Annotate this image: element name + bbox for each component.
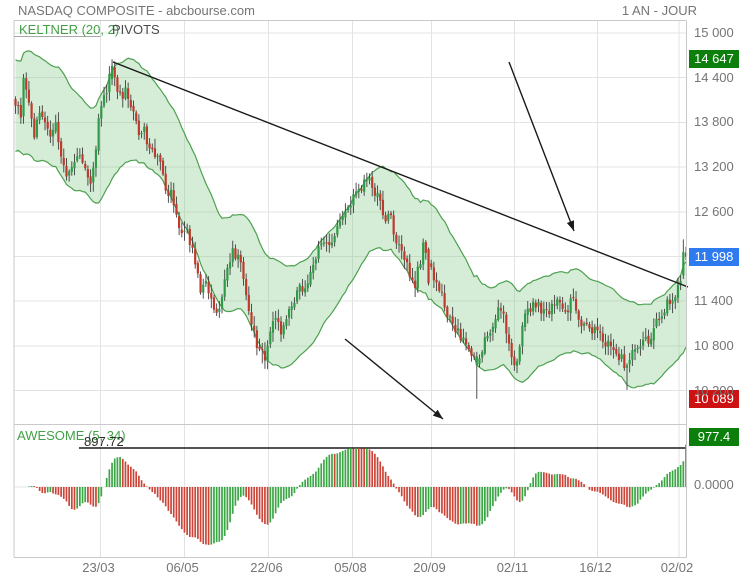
- keltner-band: [15, 50, 687, 389]
- awesome-histogram: [28, 444, 687, 545]
- panel-borders: [13, 20, 687, 558]
- legend-keltner-tab[interactable]: KELTNER (20, 2): [19, 22, 120, 37]
- price-axis-label: 13 200: [694, 159, 734, 175]
- period-selector[interactable]: 1 AN - JOUR: [621, 3, 697, 18]
- price-axis-label: 10 800: [694, 337, 734, 353]
- price-axis-label: 14 400: [694, 69, 734, 85]
- awesome-legend[interactable]: AWESOME (5, 34): [17, 428, 126, 443]
- ao-peak-value-label: 897.72: [84, 434, 124, 449]
- last-price-badge: 11 998: [689, 247, 739, 266]
- price-axis-label: 15 000: [694, 25, 734, 40]
- date-axis-label: 02/11: [496, 560, 529, 575]
- date-axis-label: 23/03: [82, 560, 115, 575]
- arrow-annotation: [344, 338, 444, 420]
- chart-title: NASDAQ COMPOSITE - abcbourse.com: [18, 3, 255, 18]
- ao-zero-label: 0.0000: [694, 477, 734, 492]
- date-axis-label: 20/09: [413, 560, 446, 575]
- date-axis-label: 22/06: [250, 560, 283, 575]
- price-axis-label: 10 200: [694, 382, 734, 398]
- arrowhead: [566, 220, 574, 231]
- price-axis-label: 13 800: [694, 114, 734, 130]
- price-axis-label: 12 600: [694, 203, 734, 219]
- annotations: [79, 61, 689, 449]
- price-axis-label: 11 400: [694, 293, 733, 309]
- arrowhead: [432, 409, 443, 419]
- trendline: [112, 61, 689, 288]
- arrow-annotation: [508, 61, 575, 232]
- date-axis-label: 16/12: [579, 560, 612, 575]
- candlestick-series: [14, 59, 688, 399]
- period-high-badge: 14 647: [689, 50, 739, 69]
- period-low-badge: 10 089: [689, 389, 739, 408]
- date-axis-label: 06/05: [166, 560, 199, 575]
- date-axis-label: 05/08: [334, 560, 367, 575]
- date-axis-label: 02/02: [660, 560, 694, 575]
- ao-current-badge: 977.4: [689, 428, 739, 446]
- legend-pivots-tab[interactable]: PIVOTS: [112, 22, 160, 37]
